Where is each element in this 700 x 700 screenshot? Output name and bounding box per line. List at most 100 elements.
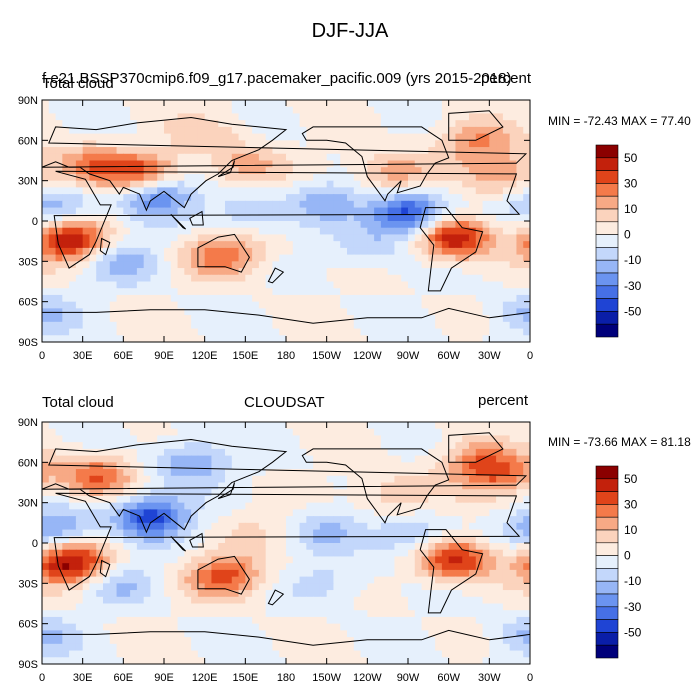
map-cell: [482, 442, 490, 450]
map-cell: [265, 328, 274, 336]
map-cell: [421, 187, 429, 195]
map-cell: [136, 234, 145, 242]
map-cell: [42, 113, 50, 121]
map-cell: [204, 328, 213, 336]
map-cell: [333, 147, 341, 155]
map-cell: [367, 120, 375, 128]
map-cell: [258, 422, 267, 430]
map-cell: [103, 214, 111, 222]
map-cell: [387, 140, 396, 148]
map-cell: [441, 509, 450, 517]
map-cell: [489, 583, 497, 591]
map-cell: [441, 516, 450, 524]
map-cell: [279, 489, 287, 497]
map-cell: [360, 603, 368, 611]
map-cell: [326, 475, 335, 484]
map-cell: [455, 328, 463, 336]
map-cell: [143, 207, 152, 215]
map-cell: [502, 435, 511, 443]
map-cell: [211, 268, 219, 276]
map-cell: [489, 610, 497, 618]
map-cell: [103, 274, 111, 283]
map-cell: [75, 113, 84, 121]
map-cell: [279, 194, 287, 202]
map-cell: [143, 294, 152, 303]
map-cell: [347, 254, 355, 262]
map-cell: [313, 133, 321, 141]
map-cell: [319, 288, 328, 296]
map-cell: [496, 147, 504, 155]
map-cell: [394, 194, 402, 202]
map-cell: [367, 221, 375, 229]
map-cell: [313, 140, 321, 148]
map-cell: [143, 482, 152, 490]
map-cell: [164, 247, 172, 256]
map-cell: [428, 623, 436, 631]
map-cell: [448, 207, 457, 215]
map-cell: [523, 583, 530, 591]
map-cell: [496, 462, 504, 470]
map-cell: [258, 214, 267, 222]
map-cell: [157, 321, 165, 330]
map-cell: [428, 502, 436, 510]
map-cell: [89, 133, 97, 141]
map-cell: [421, 549, 429, 558]
map-cell: [421, 522, 429, 531]
map-cell: [42, 495, 50, 504]
map-cell: [258, 623, 267, 631]
map-cell: [475, 482, 484, 490]
map-cell: [374, 590, 382, 598]
map-cell: [360, 549, 368, 558]
map-cell: [225, 113, 233, 121]
map-cell: [164, 482, 172, 490]
map-cell: [319, 549, 328, 558]
map-cell: [204, 106, 213, 115]
map-cell: [225, 147, 233, 155]
map-cell: [299, 569, 307, 578]
map-cell: [414, 187, 423, 195]
map-cell: [130, 147, 138, 155]
map-cell: [360, 536, 368, 544]
map-cell: [103, 516, 111, 524]
map-cell: [258, 328, 267, 336]
map-cell: [177, 301, 185, 309]
map-cell: [367, 301, 375, 309]
map-cell: [136, 153, 145, 162]
map-cell: [374, 475, 382, 484]
map-cell: [55, 616, 63, 625]
map-cell: [225, 234, 233, 242]
map-cell: [455, 207, 463, 215]
map-cell: [428, 462, 436, 470]
map-cell: [265, 469, 274, 477]
map-cell: [299, 576, 307, 584]
map-cell: [469, 603, 477, 611]
map-cell: [462, 489, 470, 497]
map-cell: [509, 221, 518, 229]
map-cell: [374, 180, 382, 188]
map-cell: [103, 422, 111, 430]
map-cell: [374, 428, 382, 437]
map-cell: [130, 100, 138, 108]
map-cell: [150, 321, 158, 330]
map-cell: [319, 147, 328, 155]
map-cell: [225, 590, 233, 598]
map-cell: [164, 281, 172, 289]
map-cell: [360, 475, 368, 484]
map-cell: [455, 140, 463, 148]
map-cell: [136, 120, 145, 128]
map-cell: [462, 153, 470, 162]
map-cell: [333, 315, 341, 323]
map-cell: [292, 630, 301, 638]
colorbar-swatch: [595, 157, 619, 171]
map-cell: [496, 254, 504, 262]
map-cell: [55, 596, 63, 605]
map-cell: [475, 590, 484, 598]
map-cell: [380, 234, 389, 242]
map-cell: [136, 261, 145, 269]
map-cell: [489, 187, 497, 195]
map-cell: [435, 610, 443, 618]
map-cell: [258, 180, 267, 188]
map-cell: [69, 475, 77, 484]
map-cell: [523, 294, 530, 303]
map-cell: [109, 475, 118, 484]
